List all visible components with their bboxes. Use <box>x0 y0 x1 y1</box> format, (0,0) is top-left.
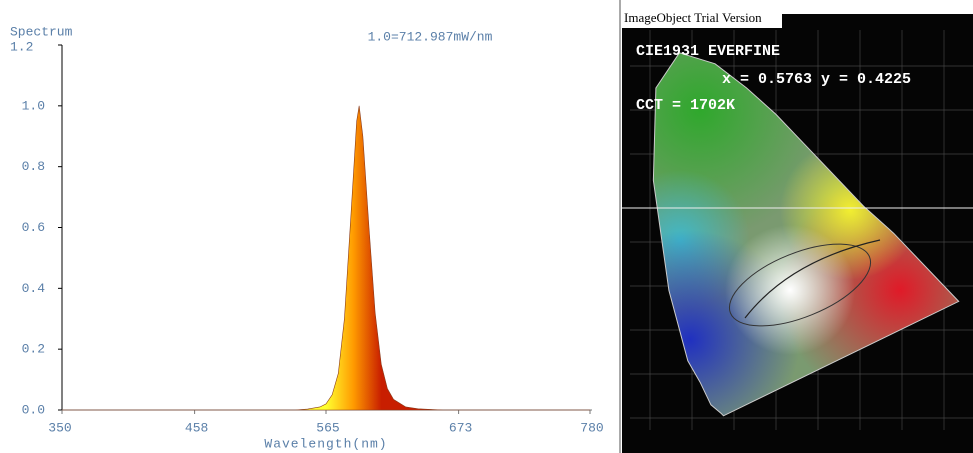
y-tick-label: 0.0 <box>22 402 45 417</box>
x-tick-label: 565 <box>316 420 339 435</box>
spectrum-area <box>62 105 590 411</box>
chart-title: Spectrum <box>10 24 73 39</box>
x-tick-label: 350 <box>48 420 71 435</box>
x-axis-label: Wavelength(nm) <box>264 436 387 451</box>
y-tick-label: 0.2 <box>22 342 45 357</box>
x-tick-label: 458 <box>185 420 208 435</box>
y-tick-label: 0.6 <box>22 220 45 235</box>
y-tick-label: 0.8 <box>22 159 45 174</box>
x-tick-label: 780 <box>580 420 603 435</box>
annotation: 1.0=712.987mW/nm <box>368 29 493 44</box>
x-tick-label: 673 <box>449 420 472 435</box>
y-tick-label: 0.4 <box>22 281 46 296</box>
y-tick-label: 1.2 <box>10 39 33 54</box>
watermark: ImageObject Trial Version <box>624 10 762 25</box>
y-tick-label: 1.0 <box>22 98 45 113</box>
watermark-box <box>622 0 782 28</box>
planck-region <box>728 243 872 327</box>
cie-panel: ImageObject Trial Version CIE1931 EVERFI… <box>619 0 973 453</box>
cie-coordinates: x = 0.5763 y = 0.4225 <box>722 71 911 88</box>
top-strip <box>782 0 973 14</box>
cie-cct: CCT = 1702K <box>636 97 735 114</box>
cie-title: CIE1931 EVERFINE <box>636 43 780 60</box>
planck-locus <box>744 239 881 319</box>
spectrum-chart: Spectrum 1.0=712.987mW/nm Wavelength(nm)… <box>10 24 604 451</box>
